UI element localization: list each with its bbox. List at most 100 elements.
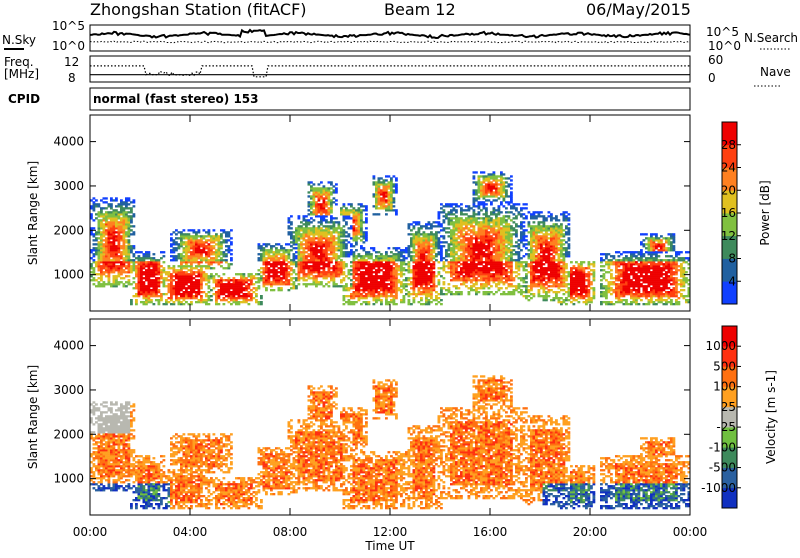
heatmap-cell xyxy=(448,227,451,229)
heatmap-cell xyxy=(290,231,293,233)
heatmap-cell xyxy=(110,225,113,227)
heatmap-cell xyxy=(328,195,331,197)
heatmap-cell xyxy=(118,213,121,215)
heatmap-cell xyxy=(325,251,328,253)
heatmap-cell xyxy=(480,225,483,227)
heatmap-cell xyxy=(333,223,336,225)
heatmap-cell xyxy=(505,233,508,235)
heatmap-cell xyxy=(495,283,498,285)
heatmap-cell xyxy=(393,273,396,275)
heatmap-cell xyxy=(333,257,336,259)
heatmap-cell xyxy=(353,213,356,215)
heatmap-cell xyxy=(188,257,191,259)
heatmap-cell xyxy=(175,255,178,257)
heatmap-cell xyxy=(363,271,366,273)
heatmap-cell xyxy=(435,259,438,261)
heatmap-cell xyxy=(400,261,403,263)
heatmap-cell xyxy=(195,281,198,283)
heatmap-cell xyxy=(498,221,501,223)
heatmap-cell xyxy=(183,271,186,273)
heatmap-cell xyxy=(330,239,333,241)
heatmap-cell xyxy=(378,293,381,295)
heatmap-cell xyxy=(188,279,191,281)
heatmap-cell xyxy=(380,205,383,207)
heatmap-cell xyxy=(365,217,368,219)
heatmap-cell xyxy=(425,233,428,235)
heatmap-cell xyxy=(400,289,403,291)
heatmap-cell xyxy=(128,199,131,201)
heatmap-cell xyxy=(450,221,453,223)
heatmap-cell xyxy=(270,257,273,259)
heatmap-cell xyxy=(173,259,176,261)
heatmap-cell xyxy=(345,285,348,287)
heatmap-cell xyxy=(338,273,341,275)
heatmap-cell xyxy=(360,209,363,211)
heatmap-cell xyxy=(485,263,488,265)
heatmap-cell xyxy=(325,227,328,229)
heatmap-cell xyxy=(460,213,463,215)
heatmap-cell xyxy=(455,229,458,231)
heatmap-cell xyxy=(505,239,508,241)
heatmap-cell xyxy=(215,293,218,295)
heatmap-cell xyxy=(483,287,486,289)
heatmap-cell xyxy=(455,267,458,269)
heatmap-cell xyxy=(125,235,128,237)
heatmap-cell xyxy=(353,257,356,259)
heatmap-cell xyxy=(433,271,436,273)
heatmap-cell xyxy=(200,299,203,301)
heatmap-cell xyxy=(473,203,476,205)
heatmap-cell xyxy=(428,243,431,245)
heatmap-cell xyxy=(425,281,428,283)
heatmap-cell xyxy=(413,271,416,273)
heatmap-cell xyxy=(133,255,136,257)
heatmap-cell xyxy=(130,269,133,271)
heatmap-cell xyxy=(283,269,286,271)
heatmap-cell xyxy=(108,229,111,231)
heatmap-cell xyxy=(330,187,333,189)
heatmap-cell xyxy=(418,277,421,279)
heatmap-cell xyxy=(420,291,423,293)
heatmap-cell xyxy=(245,281,248,283)
heatmap-cell xyxy=(465,209,468,211)
heatmap-cell xyxy=(355,295,358,297)
heatmap-cell xyxy=(110,199,113,201)
heatmap-cell xyxy=(523,221,526,223)
heatmap-cell xyxy=(320,209,323,211)
heatmap-cell xyxy=(103,251,106,253)
heatmap-cell xyxy=(355,217,358,219)
heatmap-cell xyxy=(420,265,423,267)
heatmap-cell xyxy=(435,233,438,235)
heatmap-cell xyxy=(483,241,486,243)
heatmap-cell xyxy=(343,271,346,273)
heatmap-cell xyxy=(280,281,283,283)
heatmap-cell xyxy=(343,233,346,235)
heatmap-cell xyxy=(353,219,356,221)
heatmap-cell xyxy=(175,259,178,261)
heatmap-cell xyxy=(313,203,316,205)
heatmap-cell xyxy=(453,241,456,243)
heatmap-cell xyxy=(460,259,463,261)
heatmap-cell xyxy=(525,281,528,283)
heatmap-cell xyxy=(423,241,426,243)
heatmap-cell xyxy=(478,259,481,261)
heatmap-cell xyxy=(510,205,513,207)
heatmap-cell xyxy=(358,215,361,217)
heatmap-cell xyxy=(123,263,126,265)
heatmap-cell xyxy=(490,275,493,277)
heatmap-cell xyxy=(220,265,223,267)
heatmap-cell xyxy=(120,207,123,209)
heatmap-cell xyxy=(323,185,326,187)
heatmap-cell xyxy=(303,237,306,239)
heatmap-cell xyxy=(158,283,161,285)
heatmap-cell xyxy=(435,253,438,255)
heatmap-cell xyxy=(295,279,298,281)
heatmap-cell xyxy=(278,287,281,289)
heatmap-cell xyxy=(315,253,318,255)
heatmap-cell xyxy=(160,257,163,259)
heatmap-cell xyxy=(350,295,353,297)
heatmap-cell xyxy=(195,239,198,241)
heatmap-cell xyxy=(463,247,466,249)
heatmap-cell xyxy=(303,219,306,221)
heatmap-cell xyxy=(463,251,466,253)
heatmap-cell xyxy=(183,283,186,285)
